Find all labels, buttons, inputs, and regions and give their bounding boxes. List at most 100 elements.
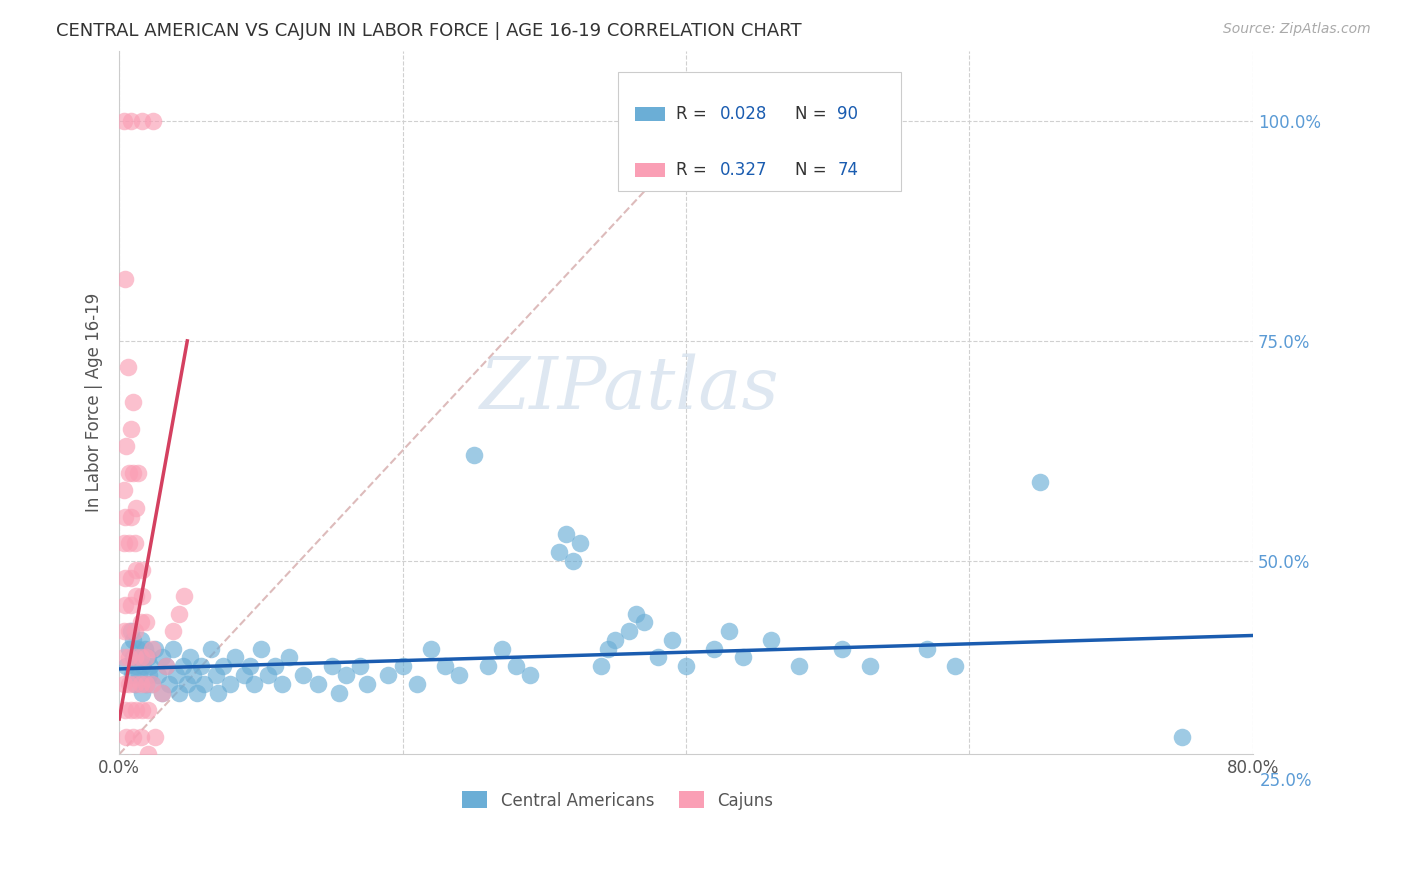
Point xyxy=(142,114,165,128)
Point xyxy=(200,641,222,656)
Point xyxy=(129,782,152,797)
Point xyxy=(117,360,139,375)
Point xyxy=(112,536,135,550)
Point xyxy=(859,659,882,673)
Point xyxy=(112,624,135,639)
Point xyxy=(129,615,152,630)
Point xyxy=(125,703,148,717)
Point xyxy=(264,659,287,673)
Point xyxy=(173,589,195,603)
Point xyxy=(114,571,136,585)
Point xyxy=(135,677,157,691)
Point xyxy=(112,114,135,128)
Text: 25.0%: 25.0% xyxy=(1260,772,1312,789)
Point xyxy=(176,677,198,691)
Point xyxy=(127,641,149,656)
Point xyxy=(143,730,166,744)
Point xyxy=(127,466,149,480)
Text: 0.028: 0.028 xyxy=(720,104,766,122)
Point xyxy=(463,448,485,462)
Point xyxy=(647,650,669,665)
Point xyxy=(128,668,150,682)
Text: 90: 90 xyxy=(838,104,858,122)
Point xyxy=(233,668,256,682)
Point xyxy=(120,509,142,524)
Point xyxy=(115,659,138,673)
Point xyxy=(589,659,612,673)
Point xyxy=(675,659,697,673)
Point xyxy=(278,650,301,665)
Point xyxy=(915,641,938,656)
Point xyxy=(122,632,145,647)
Point xyxy=(122,730,145,744)
Point xyxy=(349,659,371,673)
Point xyxy=(186,686,208,700)
FancyBboxPatch shape xyxy=(636,163,665,177)
Point xyxy=(449,668,471,682)
Point xyxy=(568,536,591,550)
Point xyxy=(434,659,457,673)
Point xyxy=(120,422,142,436)
Point xyxy=(135,615,157,630)
Point xyxy=(619,624,641,639)
Text: R =: R = xyxy=(676,104,713,122)
Point xyxy=(141,641,163,656)
Point xyxy=(1171,730,1194,744)
Point xyxy=(150,650,173,665)
Point xyxy=(131,589,153,603)
Point xyxy=(207,686,229,700)
Text: N =: N = xyxy=(796,104,832,122)
Point xyxy=(129,730,152,744)
Text: CENTRAL AMERICAN VS CAJUN IN LABOR FORCE | AGE 16-19 CORRELATION CHART: CENTRAL AMERICAN VS CAJUN IN LABOR FORCE… xyxy=(56,22,801,40)
Point xyxy=(661,632,683,647)
Point xyxy=(138,668,160,682)
Point xyxy=(190,659,212,673)
Point xyxy=(759,632,782,647)
Text: 74: 74 xyxy=(838,161,858,179)
Point xyxy=(118,677,141,691)
Point xyxy=(120,571,142,585)
Point xyxy=(547,545,569,559)
Point xyxy=(150,686,173,700)
Y-axis label: In Labor Force | Age 16-19: In Labor Force | Age 16-19 xyxy=(86,293,103,512)
Point xyxy=(132,659,155,673)
Point xyxy=(554,527,576,541)
Point xyxy=(124,650,146,665)
Point xyxy=(122,466,145,480)
Point xyxy=(162,641,184,656)
Point xyxy=(181,668,204,682)
Point xyxy=(150,686,173,700)
Point xyxy=(167,686,190,700)
Point xyxy=(122,756,145,770)
Point xyxy=(321,659,343,673)
Point xyxy=(129,835,152,849)
Point xyxy=(118,624,141,639)
Point xyxy=(131,686,153,700)
Point xyxy=(131,562,153,576)
Point xyxy=(491,641,513,656)
Point xyxy=(124,624,146,639)
Point xyxy=(328,686,350,700)
Point xyxy=(124,677,146,691)
Point xyxy=(114,509,136,524)
Point xyxy=(114,272,136,286)
Point xyxy=(141,677,163,691)
Text: Source: ZipAtlas.com: Source: ZipAtlas.com xyxy=(1223,22,1371,37)
Point xyxy=(135,677,157,691)
Point xyxy=(131,114,153,128)
Point xyxy=(717,624,740,639)
Point xyxy=(122,862,145,876)
Point xyxy=(131,703,153,717)
Point xyxy=(114,703,136,717)
Point xyxy=(224,650,246,665)
Point xyxy=(1029,475,1052,489)
Point xyxy=(124,677,146,691)
Point xyxy=(139,659,162,673)
Point xyxy=(391,659,413,673)
Point xyxy=(118,650,141,665)
Point xyxy=(420,641,443,656)
Point xyxy=(115,756,138,770)
Point xyxy=(134,641,156,656)
Point xyxy=(120,624,142,639)
Point xyxy=(115,439,138,453)
